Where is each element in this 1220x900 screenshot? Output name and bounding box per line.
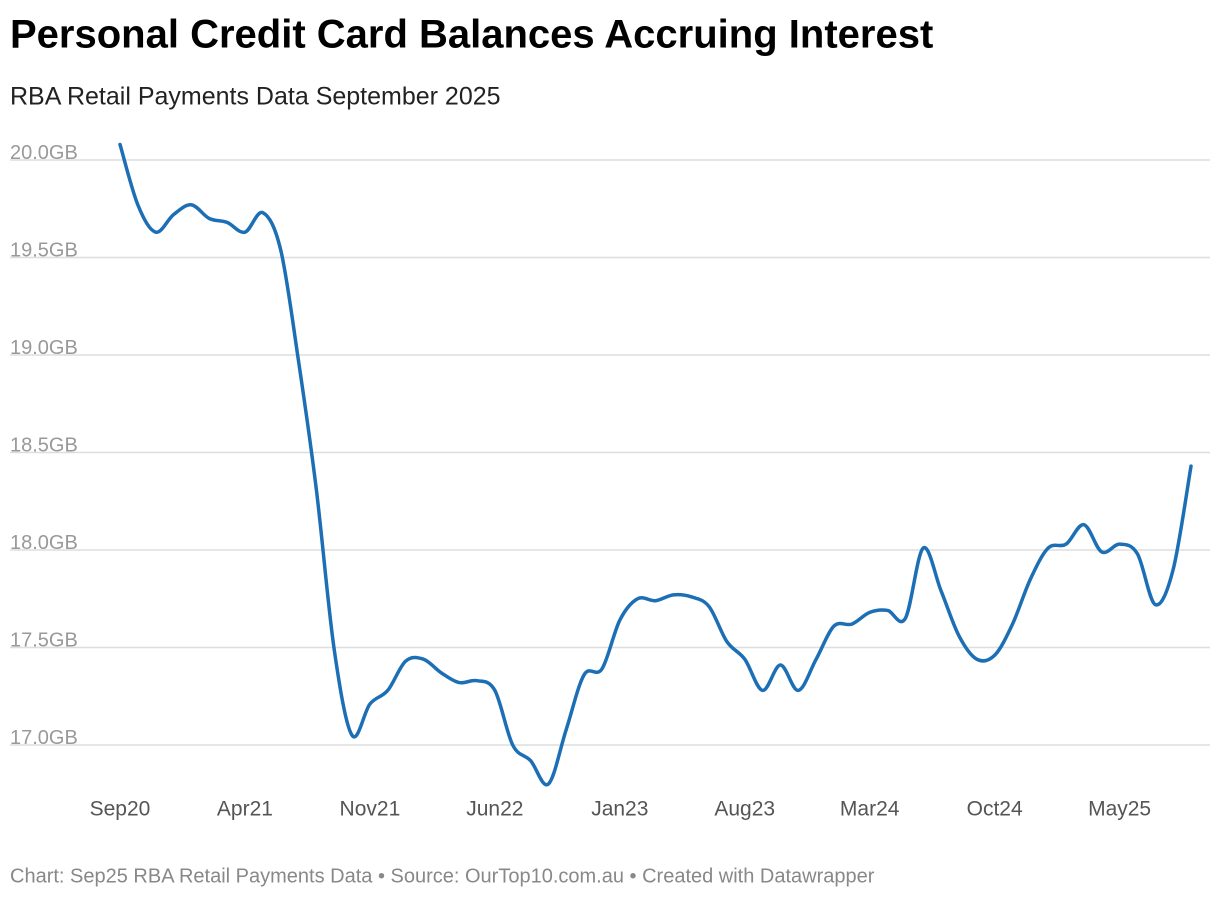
x-tick-label: Jan23 xyxy=(591,798,648,821)
chart-title: Personal Credit Card Balances Accruing I… xyxy=(10,13,933,57)
line xyxy=(118,142,1193,787)
y-tick-label: 18.5GB xyxy=(10,435,78,457)
chart-subtitle: RBA Retail Payments Data September 2025 xyxy=(10,83,501,111)
y-tick-label: 19.5GB xyxy=(10,240,78,262)
y-tick-label: 17.5GB xyxy=(10,630,78,652)
y-tick-label: 19.0GB xyxy=(10,337,78,359)
y-tick-label: 20.0GB xyxy=(10,142,78,164)
x-tick-label: Aug23 xyxy=(714,798,775,821)
chart-footer: Chart: Sep25 RBA Retail Payments Data • … xyxy=(10,865,875,887)
x-tick-label: Mar24 xyxy=(840,798,900,821)
x-tick-label: Jun22 xyxy=(466,798,523,821)
x-tick-label: Sep20 xyxy=(90,798,151,821)
y-tick-label: 17.0GB xyxy=(10,727,78,749)
y-tick-label: 18.0GB xyxy=(10,532,78,554)
x-tick-label: May25 xyxy=(1088,798,1151,821)
x-tick-label: Apr21 xyxy=(217,798,273,821)
x-tick-label: Oct24 xyxy=(967,798,1023,821)
x-tick-label: Nov21 xyxy=(340,798,401,821)
